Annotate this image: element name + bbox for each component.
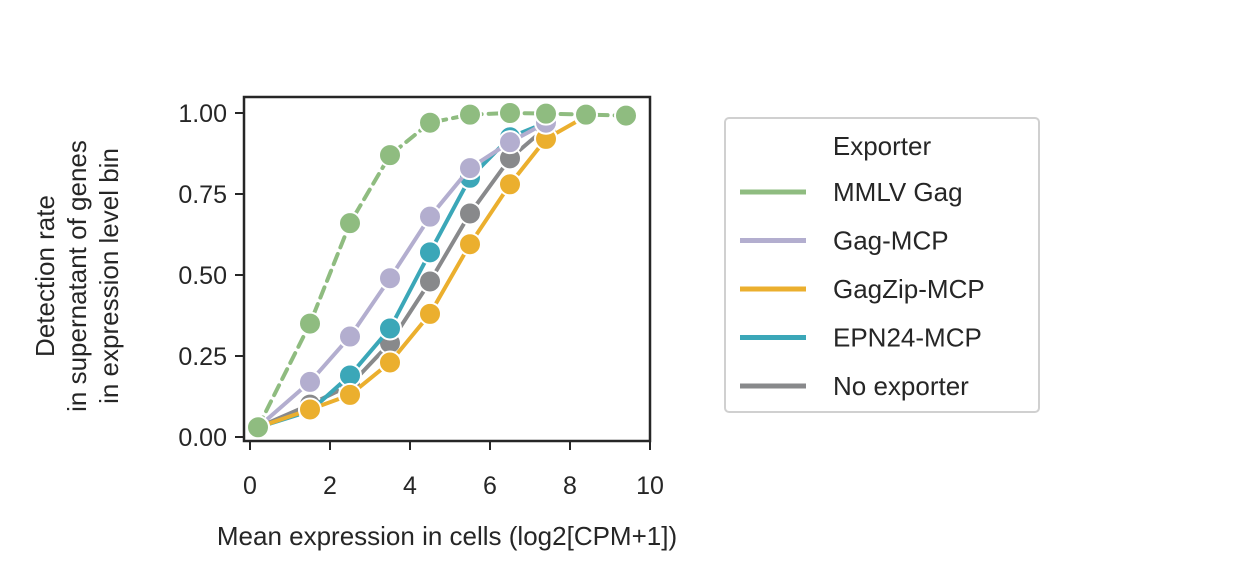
legend-item-gagzip-mcp: GagZip-MCP [740,274,985,304]
legend-label: Gag-MCP [833,226,949,256]
series-line-mmlv-gag [256,111,628,430]
legend-box [724,117,1040,413]
data-point-gagzip-mcp [338,382,362,407]
legend: Exporter MMLV Gag Gag-MCP GagZip-MCP EPN24-… [724,117,1040,413]
ticks-layer: 0 2 4 6 8 10 0.00 0.25 0.50 0.75 1.00 [178,100,664,500]
series-mmlv-gag [246,101,638,440]
data-point-mmlv-gag [534,101,558,126]
data-point-epn24-mcp [378,316,402,341]
y-axis-title-line-1: Detection rate [30,195,60,357]
x-tick-label: 8 [563,472,577,500]
y-axis-title: Detection rate in supernatant of genes i… [30,140,124,412]
plot-frame [242,95,652,443]
data-point-mmlv-gag [498,101,522,125]
data-point-mmlv-gag [246,415,270,440]
data-point-gag-mcp [378,266,402,291]
legend-label: EPN24-MCP [833,323,982,353]
series-no-exporter [246,115,558,440]
data-point-gagzip-mcp [458,232,482,257]
y-tick-label: 0.00 [178,424,227,452]
x-tick-label: 4 [403,472,417,500]
data-point-gagzip-mcp [418,301,442,326]
data-point-mmlv-gag [458,102,482,127]
legend-items: MMLV Gag Gag-MCP GagZip-MCP EPN24-MCP No exp… [740,177,985,401]
y-tick-label: 0.25 [178,343,227,371]
legend-item-epn24-mcp: EPN24-MCP [740,323,982,353]
data-point-mmlv-gag [338,211,362,236]
data-point-gag-mcp [338,324,362,349]
legend-title: Exporter [833,131,932,161]
y-axis-title-line-2: in supernatant of genes [62,140,92,412]
legend-label: No exporter [833,371,969,401]
data-point-gagzip-mcp [378,350,402,375]
data-point-epn24-mcp [418,240,442,265]
data-point-mmlv-gag [614,103,638,128]
y-tick-label: 1.00 [178,100,227,128]
series-layer [246,101,638,440]
data-point-mmlv-gag [574,102,598,127]
y-tick-label: 0.75 [178,181,227,209]
data-point-mmlv-gag [378,143,402,168]
data-point-no-exporter [458,201,482,226]
legend-item-no-exporter: No exporter [740,371,969,401]
legend-label: MMLV Gag [833,177,963,207]
legend-label: GagZip-MCP [833,274,985,304]
x-tick-label: 6 [483,472,497,500]
data-point-mmlv-gag [418,110,442,135]
data-point-gag-mcp [498,130,522,155]
y-tick-label: 0.50 [178,262,227,290]
x-tick-label: 2 [323,472,337,500]
data-point-no-exporter [418,269,442,294]
x-tick-label: 10 [636,472,664,500]
legend-item-gag-mcp: Gag-MCP [740,226,949,256]
data-point-gagzip-mcp [298,397,322,422]
data-point-gag-mcp [298,369,322,394]
x-tick-label: 0 [243,472,257,500]
data-point-gag-mcp [418,204,442,229]
y-axis-title-line-3: in expression level bin [94,148,124,404]
legend-item-mmlv-gag: MMLV Gag [740,177,963,207]
data-point-gagzip-mcp [498,172,522,197]
data-point-mmlv-gag [298,311,322,336]
x-axis-title: Mean expression in cells (log2[CPM+1]) [217,521,677,551]
data-point-gag-mcp [458,156,482,181]
